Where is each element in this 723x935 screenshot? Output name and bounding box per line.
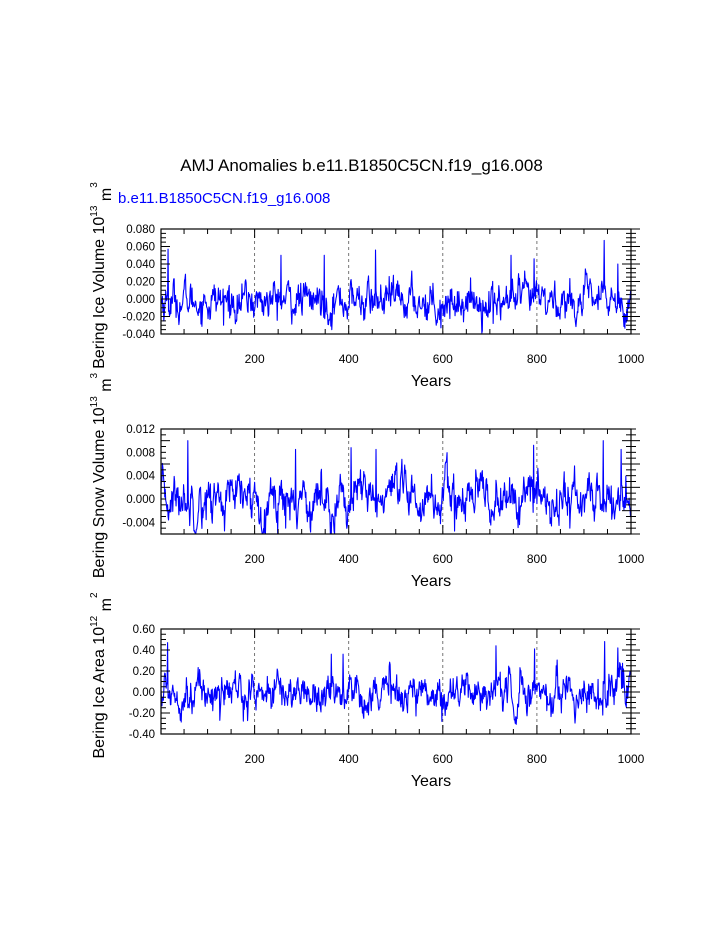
y-label-unit-exponent: 3 <box>89 182 100 188</box>
y-tick-label: -0.040 <box>122 329 155 341</box>
y-tick-label: 0.20 <box>133 666 155 678</box>
y-tick-label: 0.012 <box>126 424 155 436</box>
chart-title: AMJ Anomalies b.e11.B1850C5CN.f19_g16.00… <box>180 156 543 175</box>
x-axis-label: Years <box>411 373 451 390</box>
y-tick-label: 0.040 <box>126 259 155 271</box>
y-axis-label: Bering Ice Volume 1013 m3 <box>89 182 115 369</box>
x-axis-label: Years <box>411 573 451 590</box>
y-tick-label: 0.000 <box>126 294 155 306</box>
x-tick-label: 400 <box>339 352 359 366</box>
x-tick-label: 800 <box>527 752 547 766</box>
x-tick-label: 200 <box>245 552 265 566</box>
x-axis-label: Years <box>411 773 451 790</box>
y-label-unit-exponent: 3 <box>89 372 100 378</box>
x-tick-label: 400 <box>339 752 359 766</box>
x-tick-label: 200 <box>245 352 265 366</box>
y-tick-label: 0.000 <box>126 494 155 506</box>
y-label-text: Bering Ice Volume 10 <box>91 217 108 369</box>
y-label-unit: m <box>98 378 115 396</box>
x-tick-label: 600 <box>433 752 453 766</box>
y-axis-label: Bering Snow Volume 1013 m3 <box>89 372 115 578</box>
y-label-text: Bering Snow Volume 10 <box>91 407 108 578</box>
x-tick-label: 1000 <box>618 552 645 566</box>
chart-panel-3: 0.60 0.40 0.20 0.00 -0.20 -0.40 200 400 600 800 10… <box>89 592 645 790</box>
y-axis-label: Bering Ice Area 1012 m2 <box>89 592 115 759</box>
x-tick-label: 800 <box>527 352 547 366</box>
series-line <box>160 440 632 535</box>
y-tick-label: -0.004 <box>122 517 155 529</box>
x-tick-label: 600 <box>433 352 453 366</box>
y-label-unit: m <box>98 598 115 616</box>
case-label: b.e11.B1850C5CN.f19_g16.008 <box>118 190 331 207</box>
y-tick-label: 0.008 <box>126 447 155 459</box>
y-tick-label: 0.004 <box>126 471 155 483</box>
chart-panel-1: 0.080 0.060 0.040 0.020 0.000 -0.020 -0.040 200… <box>89 182 645 390</box>
x-tick-label: 1000 <box>618 752 645 766</box>
x-tick-label: 800 <box>527 552 547 566</box>
x-tick-label: 600 <box>433 552 453 566</box>
y-label-exponent: 13 <box>89 396 100 408</box>
y-tick-label: 0.60 <box>133 624 155 636</box>
y-label-text: Bering Ice Area 10 <box>91 627 108 759</box>
x-tick-label: 1000 <box>618 352 645 366</box>
x-tick-label: 200 <box>245 752 265 766</box>
y-label-exponent: 13 <box>89 205 100 217</box>
y-label-unit-exponent: 2 <box>89 592 100 598</box>
y-tick-label: 0.00 <box>133 687 155 699</box>
y-label-exponent: 12 <box>89 615 100 627</box>
series-line <box>160 641 632 725</box>
y-tick-label: 0.080 <box>126 224 155 236</box>
y-tick-label: 0.060 <box>126 242 155 254</box>
y-tick-label: -0.20 <box>129 708 155 720</box>
y-tick-label: -0.020 <box>122 312 155 324</box>
y-label-unit: m <box>98 188 115 206</box>
y-tick-label: 0.020 <box>126 277 155 289</box>
y-tick-label: -0.40 <box>129 729 155 741</box>
series-line <box>160 239 632 334</box>
x-tick-label: 400 <box>339 552 359 566</box>
chart-panel-2: 0.012 0.008 0.004 0.000 -0.004 200 400 600 800 10… <box>89 372 645 590</box>
y-tick-label: 0.40 <box>133 645 155 657</box>
